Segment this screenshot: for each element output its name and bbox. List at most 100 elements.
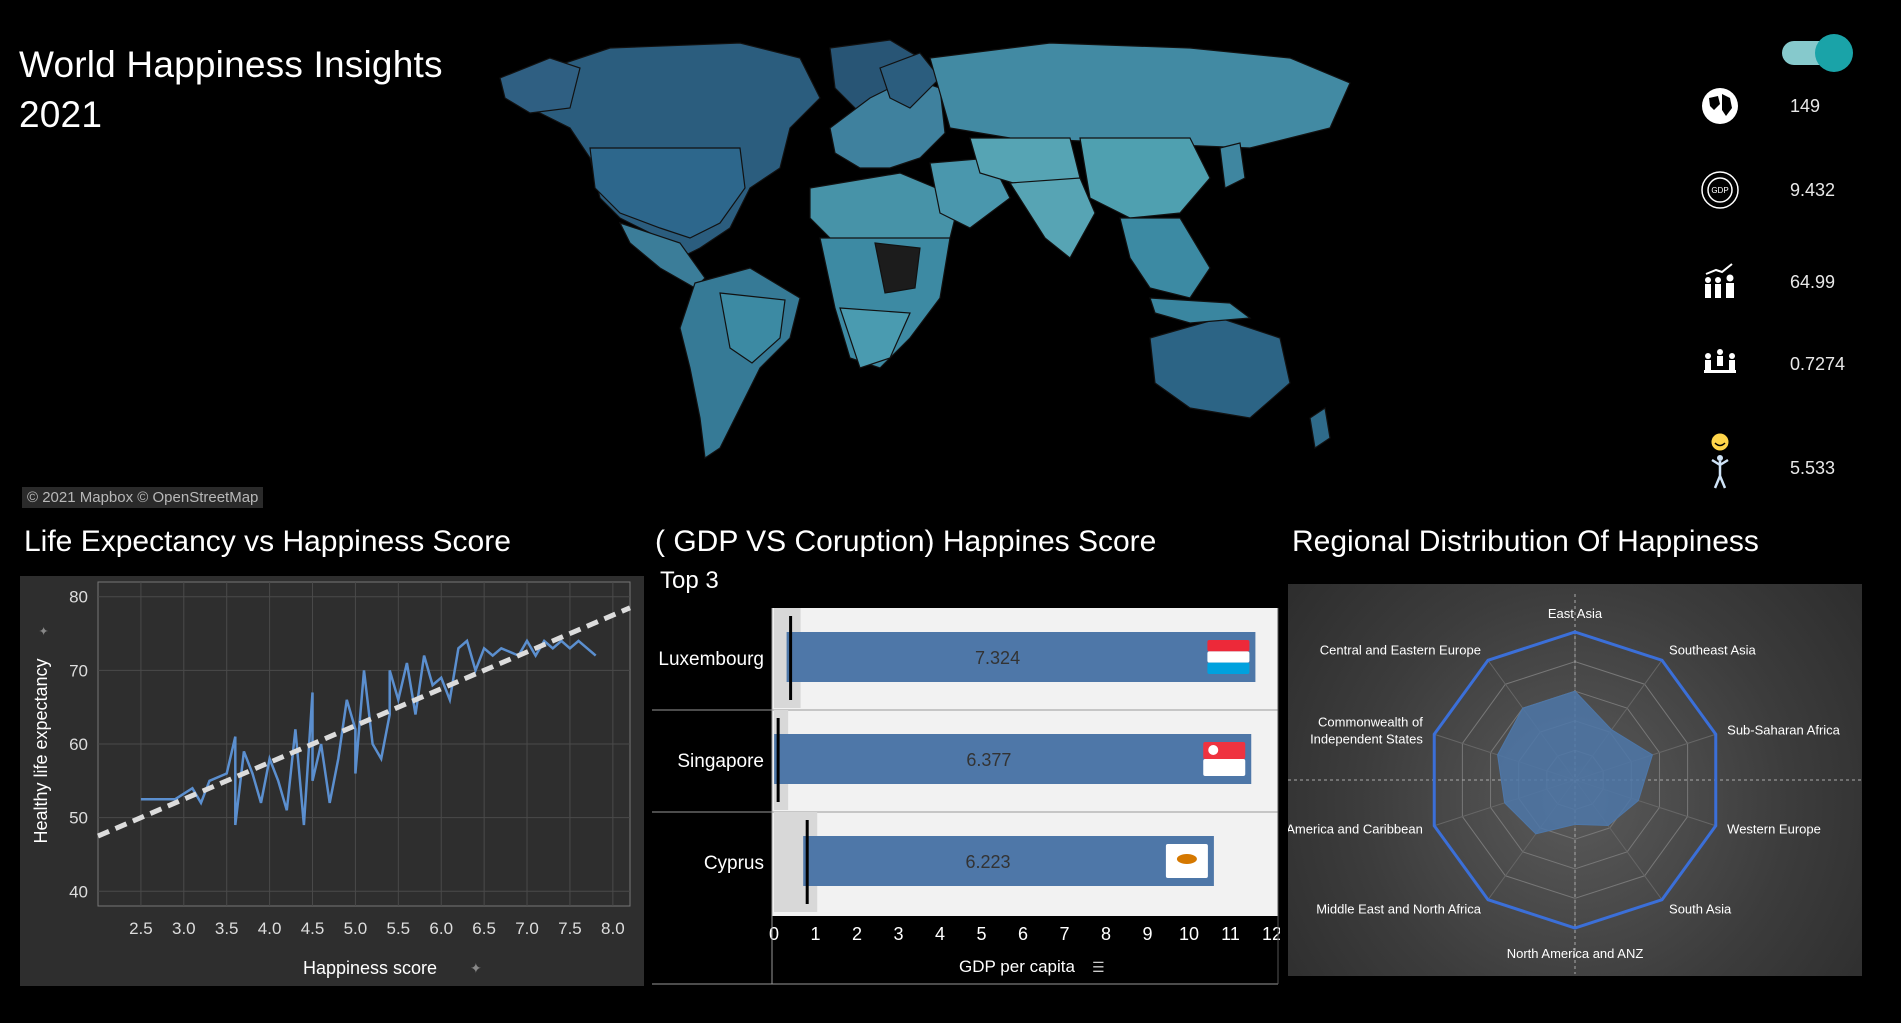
map-region-russia[interactable] [929,42,1351,149]
map-region-southern-africa[interactable] [839,307,911,369]
x-tick-label: 5.0 [344,919,368,938]
svg-text:GDP: GDP [1711,186,1728,195]
x-tick-label: 6.5 [472,919,496,938]
radar-axis-label: Commonwealth of [1318,715,1423,730]
map-region-china[interactable] [1079,137,1211,219]
radar-axis-label: South Asia [1669,901,1732,916]
x-tick-label: 3.5 [215,919,239,938]
bar-panel[interactable]: Luxembourg 7.324 Singapore 6.377 Cyprus 6.223… [652,606,1280,986]
map-region-indonesia[interactable] [1149,297,1252,324]
bar[interactable] [774,734,1252,784]
bar-chart-title: ( GDP VS Coruption) Happines Score [655,525,1157,558]
y-tick-label: 40 [69,882,88,901]
radar-value-area[interactable] [1497,690,1654,835]
bar-data-label: 7.324 [975,648,1020,668]
x-tick-label: 5.5 [387,919,411,938]
happy-person-icon [1710,432,1730,489]
x-tick-label: 2.5 [129,919,153,938]
bar-x-tick-label: 1 [810,924,820,944]
radar-title: Regional Distribution Of Happiness [1292,525,1759,558]
growth-people-icon [1705,263,1734,298]
radar-axis-label: Independent States [1310,732,1423,747]
bar-category-label: Luxembourg [658,649,764,670]
bar-x-tick-label: 0 [769,924,779,944]
bar-x-tick-label: 11 [1221,924,1240,944]
map-region-central-africa[interactable] [874,242,921,294]
gdp-icon: GDP [1701,171,1739,209]
dashboard-title-line1: World Happiness Insights [19,44,443,85]
bar-x-tick-label: 9 [1142,924,1152,944]
scatter-title: Life Expectancy vs Happiness Score [24,525,511,558]
flag-icon [1207,640,1250,674]
scatter-panel[interactable]: 2.5 3.0 3.5 4.0 4.5 5.0 5.5 6.0 6.5 7.0 7.5 8.0 40 5… [20,576,644,986]
x-axis-pin-icon[interactable]: ✦ [470,960,482,976]
bar-x-tick-label: 12 [1262,924,1280,944]
x-tick-label: 7.0 [515,919,539,938]
map-region-new-zealand[interactable] [1309,406,1331,450]
bar-x-tick-label: 4 [935,924,945,944]
radar-panel[interactable]: East Asia Southeast Asia Sub-Saharan Afric… [1288,584,1862,976]
bar[interactable] [786,632,1256,682]
bar-category-label: Cyprus [704,853,764,874]
map-region-southeast-asia[interactable] [1119,217,1211,299]
map-region-scandinavia[interactable] [879,52,941,109]
y-axis-pin-icon[interactable]: ✦ [37,626,51,636]
bar-x-tick-label: 2 [852,924,862,944]
map-region-south-asia[interactable] [1008,177,1096,259]
x-tick-label: 4.5 [301,919,325,938]
radar-outer-ring [1432,630,1718,930]
bar-chart[interactable]: Luxembourg 7.324 Singapore 6.377 Cyprus 6.223… [652,606,1280,986]
map-region-japan[interactable] [1219,142,1246,189]
y-tick-label: 60 [69,735,88,754]
bar-x-tick-label: 6 [1018,924,1028,944]
map-region-alaska[interactable] [499,57,581,114]
radar-axis-label: Southeast Asia [1669,643,1756,658]
scatter-y-axis-label: Healthy life expectancy [31,658,51,843]
x-tick-label: 8.0 [601,919,625,938]
kpi-happiness-value: 5.533 [1790,458,1836,478]
bar-data-label: 6.223 [965,852,1010,872]
map-region-australia[interactable] [1149,317,1291,419]
bar-row[interactable]: Singapore 6.377 [652,709,1278,810]
bar-category-label: Singapore [677,751,764,772]
bar-x-tick-label: 7 [1059,924,1069,944]
map-region-usa[interactable] [589,147,746,239]
bar-x-tick-label: 5 [976,924,986,944]
bar-data-label: 6.377 [966,750,1011,770]
meeting-people-icon [1704,349,1736,373]
flag-icon [1203,742,1246,776]
x-tick-label: 6.0 [429,919,453,938]
radar-axis-label: Western Europe [1727,821,1821,836]
bar-row[interactable]: Luxembourg 7.324 [652,608,1256,708]
radar-axis-label: North America and ANZ [1507,946,1644,961]
toggle-switch[interactable] [1780,33,1856,73]
x-tick-label: 4.0 [258,919,282,938]
kpi-countries-value: 149 [1790,96,1821,116]
bar-x-tick-label: 10 [1179,924,1199,944]
radar-axis-label: Middle East and North Africa [1316,901,1482,916]
radar-axis-label: Central and Eastern Europe [1320,643,1481,658]
y-tick-label: 80 [69,588,88,607]
y-tick-label: 50 [69,809,88,828]
sort-icon[interactable]: ☰ [1092,959,1105,975]
bar-x-tick-label: 3 [893,924,903,944]
dashboard-title: World Happiness Insights 2021 [19,40,443,140]
bar-chart-subtitle: Top 3 [660,567,719,594]
scatter-x-axis-label: Happiness score [303,958,437,978]
radar-axis-label: America and Caribbean [1288,821,1423,836]
bar[interactable] [803,836,1214,886]
bar-row[interactable]: Cyprus 6.223 [652,811,1278,912]
world-map[interactable] [490,38,1390,478]
trend-line[interactable] [97,605,631,839]
bar-x-axis-label: GDP per capita [959,957,1075,976]
bar-x-tick-label: 8 [1101,924,1111,944]
globe-icon [1702,88,1738,124]
radar-chart[interactable]: East Asia Southeast Asia Sub-Saharan Afric… [1288,584,1862,976]
scatter-chart[interactable]: 2.5 3.0 3.5 4.0 4.5 5.0 5.5 6.0 6.5 7.0 7.5 8.0 40 5… [20,576,644,986]
map-region-brazil[interactable] [719,292,786,364]
map-attribution[interactable]: © 2021 Mapbox © OpenStreetMap [22,487,264,508]
kpi-corruption-value: 0.7274 [1790,354,1846,374]
dashboard-title-line2: 2021 [19,94,103,135]
scatter-series-line[interactable] [140,638,597,826]
x-tick-label: 7.5 [558,919,582,938]
